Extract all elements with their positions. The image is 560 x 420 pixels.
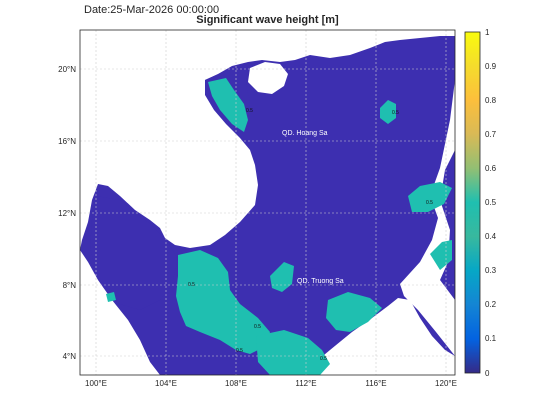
x-tick: 120°E [435, 379, 457, 388]
label-hoang-sa: QD. Hoang Sa [282, 130, 328, 137]
colorbar-tick: 0.1 [485, 334, 497, 343]
colorbar-ticks: 1 0.9 0.8 0.7 0.6 0.5 0.4 0.3 0.2 0.1 0 [485, 28, 497, 378]
land-south-west [80, 250, 160, 375]
contour-label: 0.5 [426, 200, 433, 206]
contour-label: 0.5 [236, 348, 243, 354]
colorbar-tick: 0.2 [485, 300, 497, 309]
x-tick: 104°E [155, 379, 177, 388]
y-tick: 20°N [58, 65, 76, 74]
wave-patch-hoangsa [380, 100, 396, 124]
y-axis: 20°N 16°N 12°N 8°N 4°N [58, 65, 76, 361]
date-label: Date:25-Mar-2026 00:00:00 [84, 4, 220, 16]
land-north [80, 30, 455, 250]
colorbar-tick: 1 [485, 28, 490, 37]
wave-patch-southeast [326, 292, 382, 332]
wave-patch-central [176, 250, 270, 354]
colorbar-tick: 0.8 [485, 96, 497, 105]
land-philippines [400, 36, 455, 356]
y-tick: 4°N [63, 352, 77, 361]
wave-patch-south [256, 330, 330, 375]
colorbar-tick: 0.7 [485, 130, 497, 139]
x-tick: 116°E [365, 379, 386, 388]
label-truong-sa: QD. Truong Sa [297, 278, 344, 285]
gulf-tonkin-wave [208, 78, 248, 132]
grid [80, 30, 455, 375]
colorbar [464, 31, 481, 374]
y-tick: 8°N [63, 281, 77, 290]
map-frame [79, 29, 456, 376]
colorbar-tick: 0.4 [485, 232, 497, 241]
map-title: Significant wave height [m] [196, 14, 339, 26]
x-axis: 100°E 104°E 108°E 112°E 116°E 120°E [85, 379, 457, 388]
x-tick: 112°E [295, 379, 316, 388]
colorbar-tick: 0.5 [485, 198, 497, 207]
x-tick: 108°E [225, 379, 247, 388]
contour-label: 0.5 [188, 282, 195, 288]
colorbar-tick: 0.6 [485, 164, 497, 173]
y-tick: 16°N [58, 137, 76, 146]
x-tick: 100°E [85, 379, 107, 388]
contour-label: 0.5 [320, 356, 327, 362]
wave-patch-east [408, 182, 452, 212]
gulf-thailand [90, 196, 178, 310]
wave-patch-truongsa [270, 262, 294, 292]
colorbar-tick: 0 [485, 369, 490, 378]
map-area: 0.5 0.5 0.5 0.5 0.5 0.5 0.5 QD. Hoang Sa… [80, 30, 455, 375]
colorbar-tick: 0.9 [485, 62, 497, 71]
colorbar-tick: 0.3 [485, 266, 497, 275]
wave-patch-west-small [106, 292, 116, 302]
contour-label: 0.5 [254, 324, 261, 330]
contour-label: 0.5 [392, 110, 399, 116]
wave-patch-east-small [430, 240, 452, 270]
land-hainan [248, 62, 288, 94]
contour-label: 0.5 [246, 108, 253, 114]
y-tick: 12°N [58, 209, 76, 218]
